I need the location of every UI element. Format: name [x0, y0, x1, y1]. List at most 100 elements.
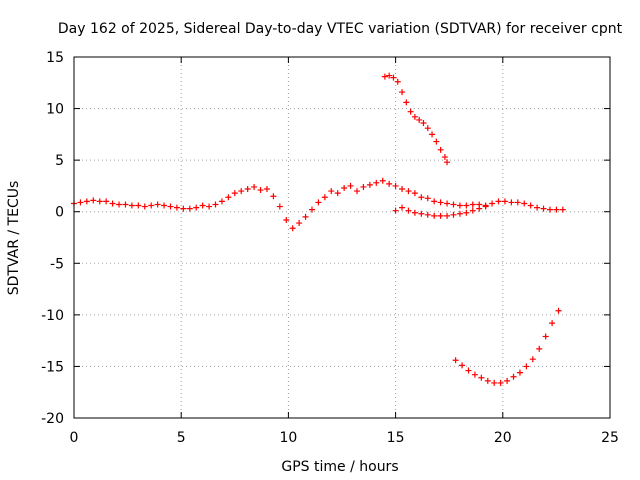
data-point: [328, 188, 335, 195]
y-tick-label: -15: [41, 359, 64, 375]
data-point: [347, 182, 354, 189]
data-point: [315, 199, 322, 206]
data-point: [392, 182, 399, 189]
data-point: [407, 108, 414, 115]
data-point: [373, 179, 380, 186]
data-point: [386, 180, 393, 187]
data-point: [420, 120, 427, 127]
data-point: [411, 113, 418, 120]
data-point: [527, 202, 534, 209]
data-point: [296, 220, 303, 227]
data-point: [424, 211, 431, 218]
x-tick-label: 10: [279, 430, 297, 446]
data-point: [257, 187, 264, 194]
x-tick-label: 5: [177, 430, 186, 446]
data-point: [386, 72, 393, 79]
data-point: [463, 202, 470, 209]
series-main-trace: [71, 177, 566, 232]
data-point: [218, 198, 225, 205]
data-point: [283, 216, 290, 223]
data-point: [116, 201, 123, 208]
data-point: [244, 186, 251, 193]
data-point: [186, 205, 193, 212]
data-point: [516, 369, 523, 376]
data-point: [429, 131, 436, 138]
series-upper-outlier: [381, 72, 451, 166]
y-tick-label: -20: [41, 411, 64, 427]
data-point: [154, 201, 161, 208]
data-point: [523, 363, 530, 370]
data-point: [463, 209, 470, 216]
data-point: [456, 210, 463, 217]
data-point: [392, 207, 399, 214]
data-point: [90, 197, 97, 204]
data-point: [366, 181, 373, 188]
data-point: [444, 159, 451, 166]
data-point: [501, 198, 508, 205]
y-axis-label: SDTVAR / TECUs: [6, 181, 22, 296]
data-point: [476, 205, 483, 212]
data-point: [103, 198, 110, 205]
data-point: [180, 205, 187, 212]
data-point: [514, 199, 521, 206]
data-point: [399, 204, 406, 211]
data-point: [399, 186, 406, 193]
data-point: [418, 194, 425, 201]
data-point: [394, 78, 401, 85]
data-point: [206, 203, 213, 210]
data-point: [497, 379, 504, 386]
x-tick-label: 0: [70, 430, 79, 446]
data-point: [540, 205, 547, 212]
data-point: [495, 198, 502, 205]
y-tick-label: 10: [46, 102, 64, 118]
x-tick-label: 25: [601, 430, 619, 446]
y-tick-label: 15: [46, 50, 64, 66]
data-point: [167, 203, 174, 210]
data-point: [341, 184, 348, 191]
data-point: [379, 177, 386, 184]
data-point: [444, 200, 451, 207]
data-point: [390, 74, 397, 81]
data-point: [308, 206, 315, 213]
data-point: [128, 202, 135, 209]
data-point: [542, 333, 549, 340]
data-point: [431, 198, 438, 205]
data-point: [403, 99, 410, 106]
chart-title: Day 162 of 2025, Sidereal Day-to-day VTE…: [58, 21, 623, 37]
x-axis-label: GPS time / hours: [281, 459, 398, 475]
data-point: [437, 146, 444, 153]
data-point: [484, 377, 491, 384]
x-tick-label: 15: [387, 430, 405, 446]
data-point: [482, 203, 489, 210]
data-point: [437, 212, 444, 219]
data-point: [424, 195, 431, 202]
data-point: [478, 374, 485, 381]
data-point: [161, 202, 168, 209]
plot-frame: [73, 56, 611, 419]
data-point: [263, 186, 270, 193]
data-point: [469, 207, 476, 214]
data-point: [546, 206, 553, 213]
data-point: [555, 307, 562, 314]
data-point: [431, 212, 438, 219]
data-point: [534, 204, 541, 211]
data-point: [109, 200, 116, 207]
data-point: [212, 201, 219, 208]
data-point: [510, 373, 517, 380]
data-points: [71, 72, 566, 386]
data-point: [141, 203, 148, 210]
series-lower-branch: [392, 203, 489, 219]
data-point: [459, 362, 466, 369]
data-point: [444, 212, 451, 219]
data-point: [238, 188, 245, 195]
data-point: [302, 213, 309, 220]
data-point: [553, 206, 560, 213]
data-point: [456, 202, 463, 209]
data-point: [504, 377, 511, 384]
data-point: [491, 379, 498, 386]
data-point: [424, 125, 431, 132]
y-tick-label: 5: [55, 153, 64, 169]
y-tick-label: -10: [41, 308, 64, 324]
data-point: [334, 190, 341, 197]
